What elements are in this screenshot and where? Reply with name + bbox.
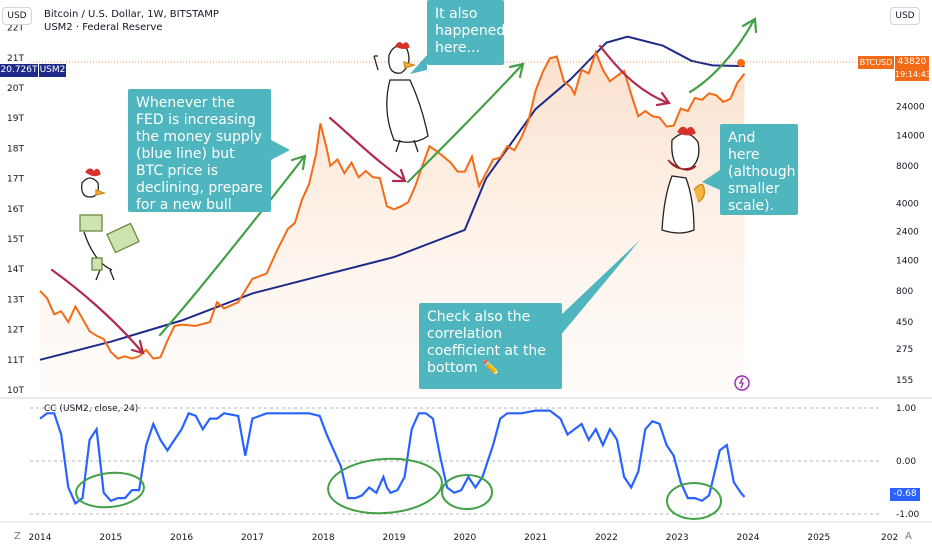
green-arrow-head-2020	[508, 62, 525, 79]
green-circles	[75, 457, 722, 520]
green-arrow-head-2016	[290, 154, 307, 171]
corner-left-label[interactable]: Z	[14, 531, 21, 542]
right-axis: 155 275 450 800 1400 2400 4000 8000 14000 24000	[896, 102, 925, 386]
left-tick-label: 10T	[7, 386, 24, 396]
btc-countdown-badge: 19:14:43	[895, 69, 931, 81]
x-tick-label: 2023	[666, 533, 689, 543]
cc-value-badge: -0.68	[890, 488, 920, 501]
m2-series-line	[39, 35, 745, 361]
m2-symbol-badge: USM2	[39, 64, 66, 77]
left-tick-label: 19T	[7, 114, 24, 124]
x-tick-label: 2018	[312, 533, 335, 543]
green-circle-2018	[327, 457, 443, 515]
callout-also: It also happened here...	[427, 0, 505, 65]
red-arrow-2014	[50, 268, 144, 354]
right-tick-label: 14000	[896, 132, 925, 142]
callout-fed: Whenever the FED is increasing the money…	[128, 89, 271, 230]
callout-here: And here (although smaller scale).	[720, 124, 798, 215]
red-arrows	[50, 44, 671, 355]
btc-series-line	[39, 49, 746, 360]
green-arrow-2016	[158, 155, 306, 337]
corner-right-label[interactable]: A	[905, 531, 912, 542]
left-axis: 10T 11T 12T 13T 14T 15T 16T 17T 18T 19T 20T 21T 22T	[7, 24, 24, 396]
callout-check: Check also the correlation coefficient a…	[419, 303, 562, 389]
left-tick-label: 20T	[7, 84, 24, 94]
indicator-title: CC (USM2, close, 24)	[44, 404, 139, 414]
currency-button-right[interactable]: USD	[890, 7, 920, 25]
right-tick-label: 275	[896, 345, 913, 355]
green-arrow-head-2023	[741, 17, 758, 34]
chicken-illustration-right	[661, 126, 706, 234]
last-price-dot	[737, 59, 745, 67]
cc-grid	[30, 407, 880, 515]
x-axis: 2014 2015 2016 2017 2018 2019 2020 2021 2022 2023…	[29, 533, 899, 543]
x-tick-label: 2016	[170, 533, 193, 543]
red-arrow-2022	[598, 44, 670, 105]
cc-series-line	[39, 409, 746, 506]
x-tick-label: 2024	[737, 533, 760, 543]
left-tick-label: 22T	[7, 24, 24, 34]
chicken-illustration-left	[79, 168, 140, 281]
left-tick-label: 18T	[7, 144, 24, 154]
cc-tick-label: -1.00	[896, 510, 920, 520]
x-tick-label: 2025	[807, 533, 830, 543]
cc-axis: 1.00 0.00 -1.00	[896, 404, 920, 520]
x-tick-label: 2015	[99, 533, 122, 543]
red-arrow-head-2014	[130, 339, 145, 355]
green-circle-2023	[666, 482, 722, 520]
left-tick-label: 17T	[7, 175, 24, 185]
right-tick-label: 4000	[896, 200, 919, 210]
cc-tick-label: 1.00	[896, 404, 916, 414]
btc-price-badge: 43820	[895, 56, 929, 69]
chart-title: Bitcoin / U.S. Dollar, 1W, BITSTAMP	[44, 9, 219, 20]
m2-value-badge: 20.726T	[0, 64, 38, 77]
x-tick-label: 2021	[524, 533, 547, 543]
x-tick-label: 2017	[241, 533, 264, 543]
red-arrow-head-2018	[391, 168, 407, 183]
cc-tick-label: 0.00	[896, 457, 916, 467]
right-tick-label: 155	[896, 376, 913, 386]
green-circle-2020	[441, 474, 493, 510]
green-arrow-2020	[406, 63, 524, 184]
left-tick-label: 13T	[7, 295, 24, 305]
left-tick-label: 15T	[7, 235, 24, 245]
chicken-illustration-middle	[373, 42, 429, 153]
right-tick-label: 450	[896, 318, 913, 328]
right-tick-label: 2400	[896, 227, 919, 237]
green-circle-2015	[75, 471, 145, 509]
right-tick-label: 8000	[896, 162, 919, 172]
x-tick-label: 2022	[595, 533, 618, 543]
left-tick-label: 14T	[7, 265, 24, 275]
left-tick-label: 12T	[7, 326, 24, 336]
currency-button-left[interactable]: USD	[2, 7, 32, 25]
red-arrow-head-2022	[655, 91, 671, 107]
green-arrows	[158, 17, 758, 337]
right-tick-label: 24000	[896, 102, 925, 112]
x-tick-label: 202	[881, 533, 898, 543]
x-tick-label: 2019	[383, 533, 406, 543]
overlay-title: USM2 · Federal Reserve	[44, 22, 163, 33]
left-tick-label: 16T	[7, 205, 24, 215]
red-arrow-2018	[328, 116, 406, 182]
green-arrow-2023	[688, 18, 756, 94]
btc-symbol-badge: BTCUSD	[858, 56, 894, 69]
right-tick-label: 1400	[896, 257, 919, 267]
left-tick-label: 21T	[7, 54, 24, 64]
x-tick-label: 2020	[453, 533, 476, 543]
lightning-icon-bolt	[738, 377, 744, 389]
lightning-icon[interactable]	[734, 375, 750, 391]
left-tick-label: 11T	[7, 356, 24, 366]
right-tick-label: 800	[896, 287, 913, 297]
x-tick-label: 2014	[29, 533, 52, 543]
